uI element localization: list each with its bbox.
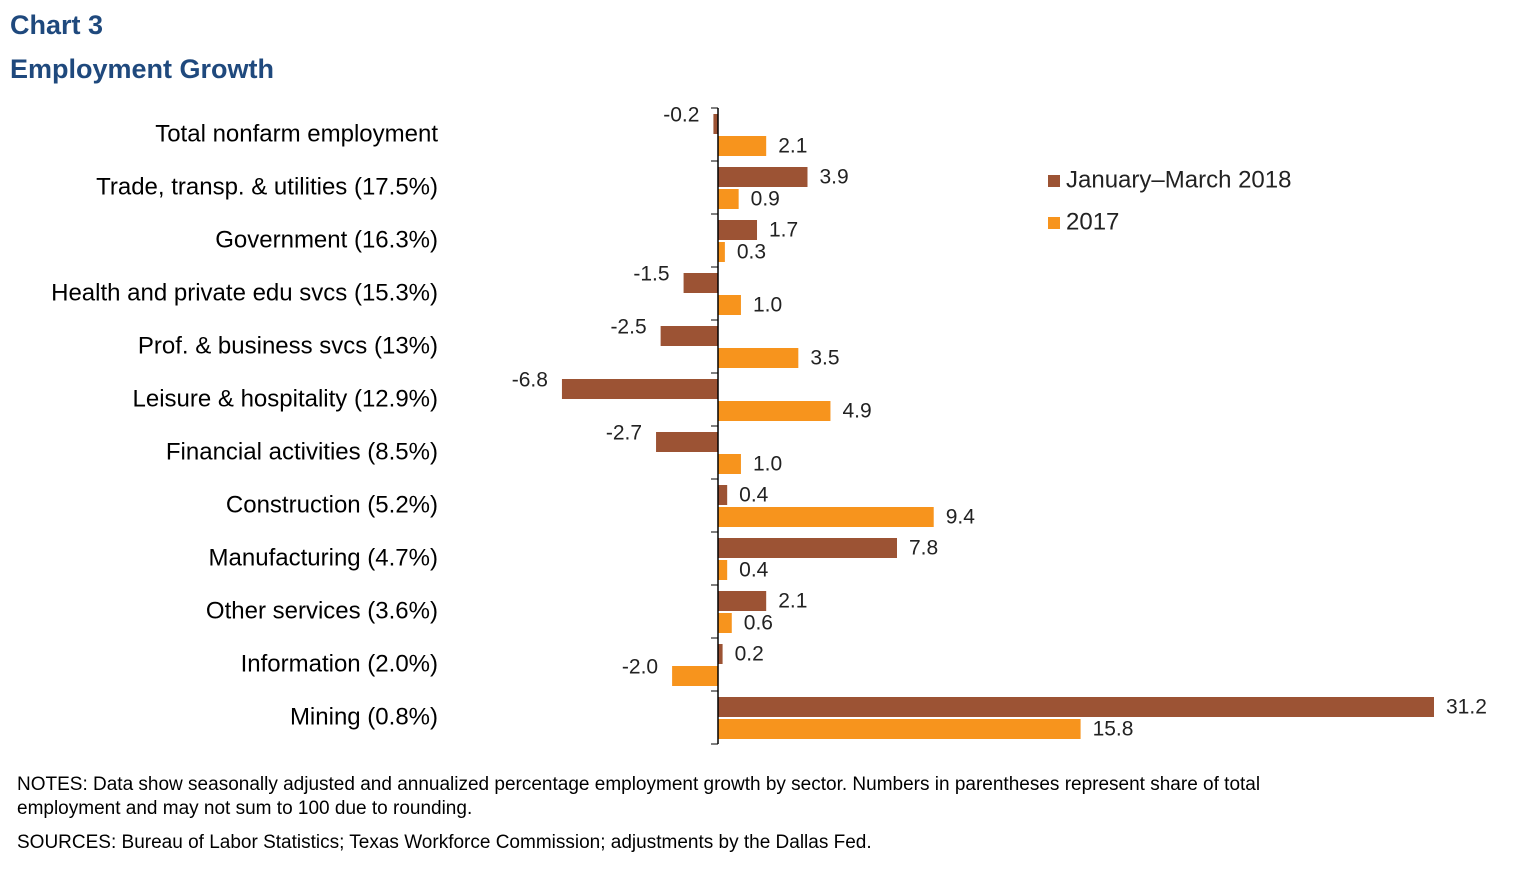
bar — [713, 114, 718, 134]
category-label: Health and private edu svcs (15.3%) — [51, 279, 438, 306]
value-label: 0.2 — [735, 643, 764, 666]
chart-subtitle: Employment Growth — [10, 54, 274, 84]
value-label: 9.4 — [946, 506, 976, 529]
bar — [718, 242, 725, 262]
value-label: 0.4 — [739, 559, 769, 582]
value-label: 2.1 — [778, 135, 807, 158]
bar — [718, 538, 897, 558]
value-label: 1.0 — [753, 294, 782, 317]
bar — [561, 379, 718, 399]
value-label: -2.0 — [622, 656, 658, 679]
value-label: 3.5 — [810, 347, 839, 370]
value-label: 31.2 — [1446, 696, 1487, 719]
note: employment and may not sum to 100 due to… — [17, 798, 472, 819]
legend-swatch — [1048, 217, 1060, 229]
category-label: Trade, transp. & utilities (17.5%) — [96, 173, 438, 200]
bar — [718, 348, 799, 368]
bar — [718, 167, 808, 187]
value-label: 1.7 — [769, 219, 798, 242]
bar — [718, 485, 728, 505]
category-label: Financial activities (8.5%) — [166, 438, 438, 465]
category-label: Information (2.0%) — [241, 650, 438, 677]
value-label: 15.8 — [1093, 718, 1134, 741]
bar — [718, 454, 741, 474]
legend-label: January–March 2018 — [1066, 166, 1291, 193]
category-label: Total nonfarm employment — [155, 120, 438, 147]
category-label: Manufacturing (4.7%) — [209, 544, 438, 571]
bar — [683, 273, 718, 293]
value-label: 0.6 — [744, 612, 773, 635]
category-label: Government (16.3%) — [215, 226, 438, 253]
value-label: -0.2 — [663, 104, 699, 127]
legend-label: 2017 — [1066, 208, 1119, 235]
bar — [718, 697, 1434, 717]
category-label: Other services (3.6%) — [206, 597, 438, 624]
chart-title: Chart 3 — [10, 10, 103, 40]
value-label: 0.9 — [751, 188, 780, 211]
category-label: Leisure & hospitality (12.9%) — [133, 385, 438, 412]
bar — [656, 432, 718, 452]
value-label: 3.9 — [820, 166, 849, 189]
bar — [718, 613, 732, 633]
bar — [718, 719, 1081, 739]
value-label: 2.1 — [778, 590, 807, 613]
bar — [718, 136, 767, 156]
category-label: Prof. & business svcs (13%) — [138, 332, 438, 359]
value-label: 0.3 — [737, 241, 766, 264]
value-label: -1.5 — [633, 263, 669, 286]
value-label: 0.4 — [739, 484, 769, 507]
value-label: 1.0 — [753, 453, 782, 476]
category-label: Mining (0.8%) — [290, 703, 438, 730]
bar — [660, 326, 718, 346]
bar — [718, 401, 831, 421]
bar — [718, 189, 739, 209]
bar — [718, 644, 723, 664]
bar — [718, 591, 767, 611]
note: NOTES: Data show seasonally adjusted and… — [17, 774, 1260, 795]
bar — [672, 666, 718, 686]
source: SOURCES: Bureau of Labor Statistics; Tex… — [17, 832, 872, 853]
category-label: Construction (5.2%) — [226, 491, 438, 518]
bar — [718, 295, 741, 315]
bar — [718, 507, 934, 527]
bar — [718, 560, 728, 580]
value-label: 7.8 — [909, 537, 938, 560]
bar — [718, 220, 758, 240]
value-label: 4.9 — [842, 400, 871, 423]
value-label: -2.7 — [606, 422, 642, 445]
legend-swatch — [1048, 175, 1060, 187]
value-label: -6.8 — [512, 369, 548, 392]
value-label: -2.5 — [610, 316, 646, 339]
